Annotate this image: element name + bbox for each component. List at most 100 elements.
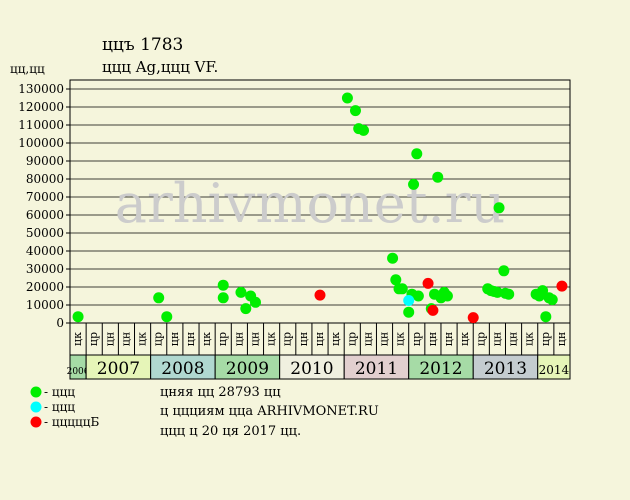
y-tick-label: 70000 — [26, 190, 64, 204]
period-label: цн — [297, 332, 310, 346]
period-label: цн — [507, 332, 520, 346]
period-label: цн — [555, 332, 568, 346]
period-label: цн — [168, 332, 181, 346]
data-point — [540, 311, 552, 323]
y-tick-label: 0 — [56, 316, 64, 330]
legend-label-2: - цццццБ — [44, 415, 99, 429]
data-point — [387, 252, 399, 264]
data-point — [396, 283, 408, 295]
chart-title: ццъ 1783 — [102, 35, 183, 55]
period-label: цк — [394, 332, 407, 346]
legend-marker-1 — [30, 401, 42, 413]
year-label: 2010 — [290, 359, 333, 379]
year-label: 2008 — [161, 359, 204, 379]
y-tick-label: 60000 — [26, 208, 64, 222]
period-label: цн — [119, 332, 132, 346]
data-point — [441, 290, 453, 302]
legend: - ццц - ццц - цццццБ — [30, 385, 99, 429]
year-cell — [537, 354, 571, 380]
watermark: arhivmonet.ru — [115, 172, 505, 235]
legend-label-1: - ццц — [44, 400, 75, 414]
data-point — [422, 277, 434, 289]
note-average: цняя цц 28793 цц — [160, 385, 281, 400]
y-tick-label: 20000 — [26, 280, 64, 294]
data-point — [314, 289, 326, 301]
data-point — [390, 274, 402, 286]
year-cell — [150, 354, 216, 380]
y-tick-label: 100000 — [18, 136, 64, 150]
period-label: цн — [490, 332, 503, 346]
data-point — [72, 311, 84, 323]
y-tick-label: 80000 — [26, 172, 64, 186]
y-tick-label: 10000 — [26, 298, 64, 312]
period-label: цн — [442, 332, 455, 346]
data-point — [411, 148, 423, 160]
data-point — [412, 290, 424, 302]
period-label: цн — [378, 332, 391, 346]
y-tick-label: 40000 — [26, 244, 64, 258]
note-source: ц ццциям цца ARHIVMONET.RU — [160, 404, 379, 419]
year-row: 2006 2007 2008 2009 2010 2011 2012 2013 2014 — [67, 354, 571, 380]
y-tick-label: 30000 — [26, 262, 64, 276]
data-point — [467, 312, 479, 324]
year-label: 2007 — [97, 359, 140, 379]
notes: цняя цц 28793 цц ц ццциям цца ARHIVMONET… — [160, 385, 379, 439]
period-label: цк — [71, 332, 84, 346]
data-point — [217, 292, 229, 304]
y-tick-label: 90000 — [26, 154, 64, 168]
legend-marker-0 — [30, 386, 42, 398]
period-label: цн — [361, 332, 374, 346]
period-label: цр — [345, 332, 358, 346]
chart-subtitle: ццц Ag,ццц VF. — [102, 58, 218, 76]
y-tick-label: 50000 — [26, 226, 64, 240]
period-label: цр — [216, 332, 229, 346]
period-label: цр — [410, 332, 423, 346]
legend-marker-2 — [30, 416, 42, 428]
year-cell — [279, 354, 345, 380]
data-point — [161, 311, 173, 323]
data-point — [432, 171, 444, 183]
period-label: цн — [426, 332, 439, 346]
data-point — [537, 285, 549, 297]
data-point — [358, 124, 370, 136]
data-point — [153, 292, 165, 304]
data-point — [240, 303, 252, 315]
data-point — [403, 295, 415, 306]
period-label: цр — [539, 332, 552, 346]
grid — [70, 88, 570, 324]
data-point — [249, 296, 261, 308]
plot-area — [69, 79, 571, 324]
period-label: цк — [523, 332, 536, 346]
period-label: цн — [232, 332, 245, 346]
note-date: ццц ц 20 ця 2017 цц. — [160, 424, 301, 439]
year-cell — [472, 354, 539, 380]
y-tick-label: 130000 — [18, 82, 64, 96]
period-label: цр — [152, 332, 165, 346]
data-point — [491, 286, 503, 298]
period-label: цн — [103, 332, 116, 346]
data-point — [403, 306, 415, 318]
data-point — [408, 178, 420, 190]
data-point — [498, 265, 510, 277]
period-label: цк — [329, 332, 342, 346]
data-point — [427, 304, 439, 316]
period-label: цр — [87, 332, 100, 346]
y-axis: 0 10000 20000 30000 40000 50000 60000 70000 8000… — [18, 82, 70, 330]
year-label: 2011 — [355, 359, 398, 379]
data-point — [217, 279, 229, 291]
year-label: 2014 — [539, 363, 570, 377]
y-axis-label: цц,цц — [10, 62, 45, 76]
legend-label-0: - ццц — [44, 385, 75, 399]
period-label: цн — [313, 332, 326, 346]
period-label: цк — [136, 332, 149, 346]
y-tick-label: 120000 — [18, 100, 64, 114]
data-point — [493, 202, 505, 214]
period-label: цк — [458, 332, 471, 346]
year-cell — [85, 354, 152, 380]
year-label: 2012 — [419, 359, 462, 379]
period-label: цр — [474, 332, 487, 346]
year-label: 2009 — [226, 359, 269, 379]
data-point — [349, 105, 361, 117]
data-point — [341, 92, 353, 104]
period-label: цк — [265, 332, 278, 346]
